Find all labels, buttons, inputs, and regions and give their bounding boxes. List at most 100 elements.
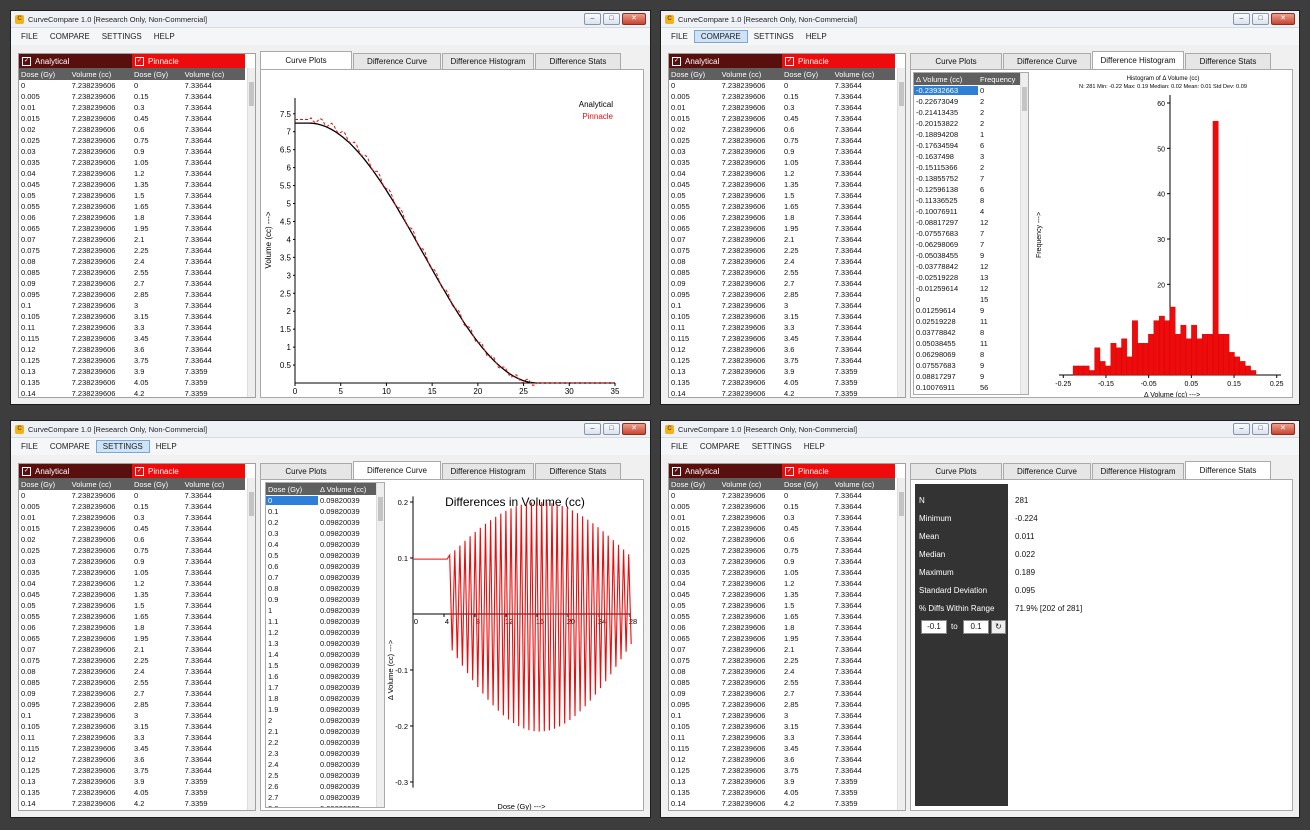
table-row[interactable]: 2.85 7.33644 [782, 699, 895, 710]
table-row[interactable]: 0.045 7.238239606 [669, 179, 782, 190]
table-row[interactable]: 3.3 7.33644 [782, 322, 895, 333]
minimize-icon[interactable]: – [584, 13, 601, 25]
table-row[interactable]: 2.4 7.33644 [782, 256, 895, 267]
table-row[interactable]: 0.135 7.238239606 [669, 377, 782, 388]
analytical-header[interactable]: ✓ Analytical [19, 464, 132, 478]
tab-difference-curve[interactable]: Difference Curve [1003, 53, 1091, 69]
table-row[interactable]: 0.6 7.33644 [782, 534, 895, 545]
tab-curve-plots[interactable]: Curve Plots [260, 51, 352, 69]
analytical-checkbox[interactable]: ✓ [672, 466, 681, 476]
maximize-icon[interactable]: □ [1252, 423, 1269, 435]
table-row[interactable]: 0.3 7.33644 [782, 512, 895, 523]
table-row[interactable]: 3.9 7.3359 [132, 776, 245, 787]
table-row[interactable]: 0.055 7.238239606 [669, 201, 782, 212]
range-to-input[interactable]: 0.1 [963, 620, 989, 634]
table-row[interactable]: 0.02 7.238239606 [19, 124, 132, 135]
table-row[interactable]: 0.3 7.33644 [782, 102, 895, 113]
table-row[interactable]: 2 0.09820039 [266, 715, 384, 726]
table-row[interactable]: 0.065 7.238239606 [19, 633, 132, 644]
table-row[interactable]: 0 0.09820039 [266, 495, 384, 506]
table-row[interactable]: 0.5 0.09820039 [266, 550, 384, 561]
table-row[interactable]: 0.14 7.238239606 [669, 388, 782, 397]
table-row[interactable]: 1.3 0.09820039 [266, 638, 384, 649]
table-row[interactable]: 2.6 0.09820039 [266, 781, 384, 792]
table-row[interactable]: 0 7.238239606 [19, 490, 132, 501]
tab-difference-stats[interactable]: Difference Stats [1185, 461, 1271, 479]
table-row[interactable]: 0.9 0.09820039 [266, 594, 384, 605]
volume-column-header[interactable]: Volume (cc) [721, 69, 762, 79]
table-row[interactable]: 0.115 7.238239606 [669, 743, 782, 754]
frequency-column-header[interactable]: Frequency [980, 74, 1016, 84]
table-row[interactable]: 0.01 7.238239606 [19, 102, 132, 113]
table-row[interactable]: 1.1 0.09820039 [266, 616, 384, 627]
table-row[interactable]: 0.015 7.238239606 [669, 113, 782, 124]
pinnacle-checkbox[interactable]: ✓ [135, 466, 144, 476]
table-row[interactable]: 0.3 7.33644 [132, 512, 245, 523]
table-row[interactable]: 1.35 7.33644 [132, 589, 245, 600]
table-row[interactable]: 0.035 7.238239606 [669, 567, 782, 578]
table-row[interactable]: 0.07 7.238239606 [669, 234, 782, 245]
analytical-checkbox[interactable]: ✓ [672, 56, 681, 66]
table-row[interactable]: 0.113365259 [914, 393, 1028, 394]
table-row[interactable]: 0.01 7.238239606 [669, 102, 782, 113]
table-row[interactable]: 0.13 7.238239606 [669, 776, 782, 787]
table-row[interactable]: 0.085 7.238239606 [19, 267, 132, 278]
table-row[interactable]: 1.5 7.33644 [132, 190, 245, 201]
table-row[interactable]: 2.1 7.33644 [782, 644, 895, 655]
pinnacle-header[interactable]: ✓ Pinnacle [132, 54, 245, 68]
table-row[interactable]: 0.045 7.238239606 [19, 589, 132, 600]
maximize-icon[interactable]: □ [1252, 13, 1269, 25]
maximize-icon[interactable]: □ [603, 13, 620, 25]
table-row[interactable]: 0.02 7.238239606 [669, 124, 782, 135]
tab-difference-stats[interactable]: Difference Stats [1185, 53, 1271, 69]
table-row[interactable]: 0.06 7.238239606 [669, 212, 782, 223]
table-row[interactable]: 1.4 0.09820039 [266, 649, 384, 660]
table-row[interactable]: 0.9 7.33644 [132, 146, 245, 157]
table-row[interactable]: 1.2 7.33644 [782, 578, 895, 589]
dose-column-header[interactable]: Dose (Gy) [784, 479, 819, 489]
table-row[interactable]: 0.45 7.33644 [132, 523, 245, 534]
delta-column-header[interactable]: Δ Volume (cc) [320, 484, 367, 494]
close-icon[interactable]: ✕ [1271, 13, 1295, 25]
close-icon[interactable]: ✕ [1271, 423, 1295, 435]
table-row[interactable]: 2.1 7.33644 [132, 644, 245, 655]
table-row[interactable]: 0.12 7.238239606 [19, 754, 132, 765]
table-row[interactable]: 1.65 7.33644 [132, 611, 245, 622]
table-row[interactable]: 2.7 7.33644 [782, 688, 895, 699]
table-row[interactable]: 0.03 7.238239606 [669, 556, 782, 567]
tab-difference-stats[interactable]: Difference Stats [535, 463, 621, 479]
table-row[interactable]: -0.02519228 13 [914, 272, 1028, 283]
table-row[interactable]: 0.06 7.238239606 [19, 622, 132, 633]
table-row[interactable]: 0.035 7.238239606 [19, 157, 132, 168]
table-row[interactable]: 3.75 7.33644 [132, 765, 245, 776]
table-row[interactable]: 3.45 7.33644 [782, 743, 895, 754]
table-row[interactable]: 0.065 7.238239606 [19, 223, 132, 234]
table-row[interactable]: 0.105 7.238239606 [669, 311, 782, 322]
table-row[interactable]: 0.08817297 9 [914, 371, 1028, 382]
analytical-header[interactable]: ✓ Analytical [19, 54, 132, 68]
volume-column-header[interactable]: Volume (cc) [184, 479, 225, 489]
dose-column-header[interactable]: Dose (Gy) [134, 69, 169, 79]
minimize-icon[interactable]: – [1233, 423, 1250, 435]
pinnacle-header[interactable]: ✓ Pinnacle [132, 464, 245, 478]
table-row[interactable]: 0.09 7.238239606 [669, 688, 782, 699]
table-row[interactable]: 0.13 7.238239606 [669, 366, 782, 377]
table-row[interactable]: 3.9 7.3359 [132, 366, 245, 377]
table-row[interactable]: 2.55 7.33644 [132, 677, 245, 688]
table-row[interactable]: -0.23932663 0 [914, 85, 1028, 96]
table-row[interactable]: 2.25 7.33644 [782, 245, 895, 256]
table-row[interactable]: 2.85 7.33644 [132, 699, 245, 710]
table-row[interactable]: 0.14 7.238239606 [669, 798, 782, 809]
table-row[interactable]: 0.125 7.238239606 [19, 765, 132, 776]
volume-column-header[interactable]: Volume (cc) [71, 69, 112, 79]
table-row[interactable]: 0.075 7.238239606 [19, 245, 132, 256]
table-row[interactable]: 0.04 7.238239606 [669, 168, 782, 179]
tab-difference-curve[interactable]: Difference Curve [353, 53, 441, 69]
table-row[interactable]: 0.025 7.238239606 [19, 135, 132, 146]
table-row[interactable]: 1.8 0.09820039 [266, 693, 384, 704]
table-row[interactable]: 0.1457.238239606 [669, 809, 782, 810]
table-row[interactable]: 0.09 7.238239606 [669, 278, 782, 289]
table-row[interactable]: 0.13 7.238239606 [19, 366, 132, 377]
dose-column-header[interactable]: Dose (Gy) [134, 479, 169, 489]
table-row[interactable]: 0.125 7.238239606 [19, 355, 132, 366]
